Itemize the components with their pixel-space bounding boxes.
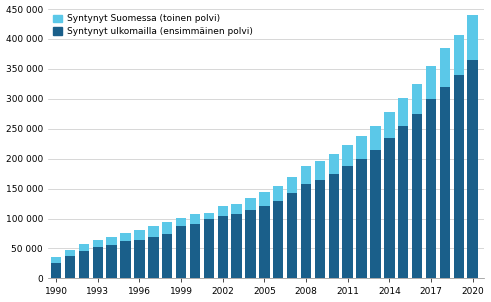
Bar [467,15,478,60]
Bar [287,193,298,278]
Bar [273,186,283,201]
Bar [467,60,478,278]
Bar [231,204,242,214]
Bar [190,214,200,224]
Bar [287,177,298,193]
Bar [454,35,464,76]
Bar [79,251,89,278]
Bar [301,185,311,278]
Bar [398,98,409,126]
Bar [246,198,256,210]
Bar [162,222,172,234]
Bar [259,206,270,278]
Bar [328,174,339,278]
Bar [107,245,117,278]
Bar [426,99,436,278]
Bar [134,239,145,278]
Bar [65,250,75,256]
Bar [120,233,131,241]
Bar [439,48,450,87]
Bar [51,263,61,278]
Bar [148,226,159,236]
Bar [107,237,117,245]
Bar [218,216,228,278]
Bar [328,154,339,174]
Bar [343,145,353,166]
Bar [384,138,395,278]
Bar [148,236,159,278]
Bar [162,234,172,278]
Bar [439,87,450,278]
Bar [134,230,145,239]
Legend: Syntynyt Suomessa (toinen polvi), Syntynyt ulkomailla (ensimmäinen polvi): Syntynyt Suomessa (toinen polvi), Syntyn… [51,12,255,39]
Bar [204,219,214,278]
Bar [120,241,131,278]
Bar [176,218,186,226]
Bar [65,256,75,278]
Bar [315,161,325,180]
Bar [412,114,422,278]
Bar [343,166,353,278]
Bar [93,240,103,247]
Bar [190,224,200,278]
Bar [384,112,395,138]
Bar [176,226,186,278]
Bar [356,136,367,159]
Bar [246,210,256,278]
Bar [301,166,311,185]
Bar [273,201,283,278]
Bar [454,76,464,278]
Bar [259,192,270,206]
Bar [356,159,367,278]
Bar [426,66,436,99]
Bar [398,126,409,278]
Bar [93,247,103,278]
Bar [204,213,214,219]
Bar [51,258,61,263]
Bar [315,180,325,278]
Bar [370,126,381,150]
Bar [231,214,242,278]
Bar [79,244,89,251]
Bar [412,84,422,114]
Bar [218,206,228,216]
Bar [370,150,381,278]
